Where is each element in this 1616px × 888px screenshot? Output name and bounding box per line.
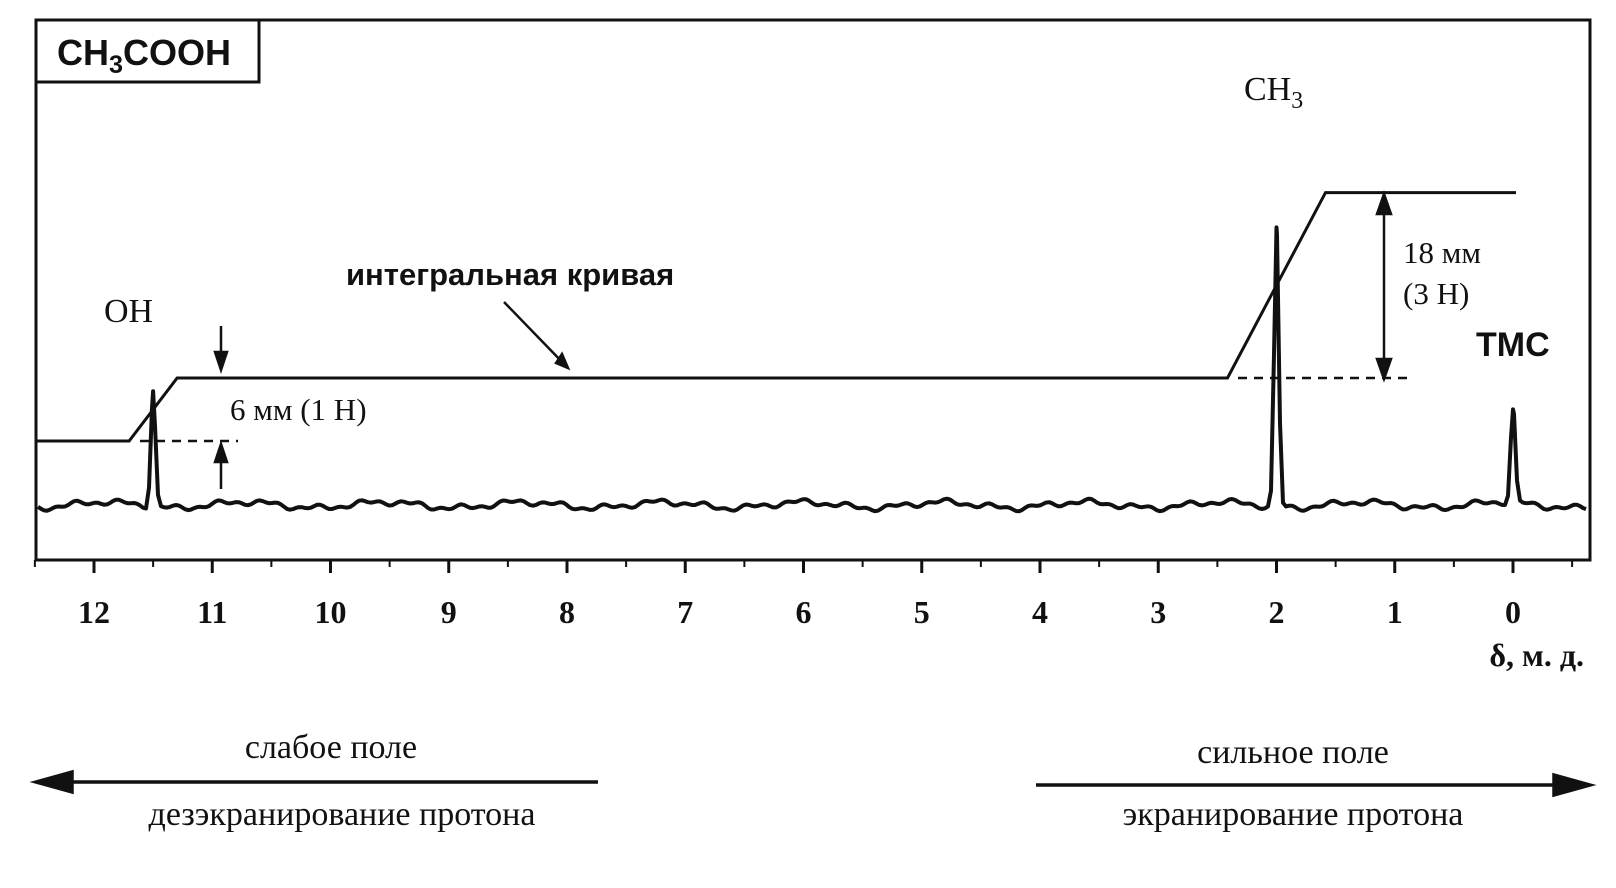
title-box bbox=[34, 18, 261, 84]
step2-measure-arrow bbox=[1375, 190, 1393, 383]
x-tick-label: 4 bbox=[1032, 594, 1048, 630]
peak-label-oh: OH bbox=[104, 293, 153, 330]
x-tick-label: 5 bbox=[914, 594, 930, 630]
x-tick-label: 1 bbox=[1387, 594, 1403, 630]
upfield-arrow bbox=[1036, 772, 1597, 798]
x-tick-label: 11 bbox=[197, 594, 227, 630]
x-axis-label: δ, м. д. bbox=[1489, 637, 1584, 673]
step2-sublabel: (3 H) bbox=[1403, 276, 1469, 311]
x-tick-label: 6 bbox=[796, 594, 812, 630]
x-tick-label: 3 bbox=[1150, 594, 1166, 630]
x-tick-label: 8 bbox=[559, 594, 575, 630]
x-tick-label: 0 bbox=[1505, 594, 1521, 630]
downfield-sublabel: дезэкранирование протона bbox=[149, 796, 536, 833]
chart-title: CH3COOH bbox=[57, 32, 231, 79]
peak-label-ch3: CH3 bbox=[1244, 71, 1303, 114]
x-tick-label: 9 bbox=[441, 594, 457, 630]
downfield-arrow bbox=[29, 769, 598, 795]
peak-label-tmc: TMC bbox=[1476, 326, 1550, 364]
x-tick-label: 12 bbox=[78, 594, 110, 630]
step2-label: 18 мм bbox=[1403, 235, 1481, 270]
upfield-label: сильное поле bbox=[1197, 734, 1389, 771]
integral-curve bbox=[36, 191, 1516, 443]
upfield-sublabel: экранирование протона bbox=[1123, 796, 1464, 833]
integral-curve-label: интегральная кривая bbox=[346, 257, 674, 292]
downfield-label: слабое поле bbox=[245, 729, 417, 766]
x-tick-label: 7 bbox=[677, 594, 693, 630]
step1-label: 6 мм (1 H) bbox=[230, 392, 367, 427]
integral-label-pointer bbox=[503, 301, 571, 371]
x-tick-label: 10 bbox=[315, 594, 347, 630]
spectrum-line bbox=[36, 225, 1587, 514]
step1-measure-arrows bbox=[213, 326, 229, 489]
x-tick-label: 2 bbox=[1269, 594, 1285, 630]
plot-frame bbox=[34, 18, 1592, 562]
x-axis: 12 11 10 9 8 7 6 5 4 3 2 1 0 bbox=[33, 560, 1574, 630]
